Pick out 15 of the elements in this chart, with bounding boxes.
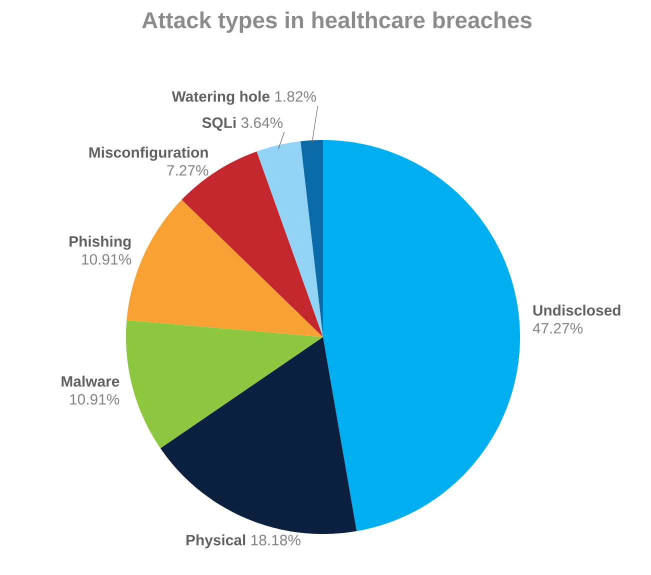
slice-label: Phishing [70, 236, 131, 250]
slice-label: Misconfiguration [89, 146, 208, 161]
data-label: 7.27% [167, 165, 208, 176]
data-label: 3.64% [241, 117, 283, 128]
slice-label: Undisclosed [533, 304, 620, 316]
chart-title: Attack types in healthcare breaches [142, 12, 532, 33]
slice-label: SQLi [202, 117, 236, 131]
data-label: 47.27% [532, 322, 583, 334]
data-label: 10.91% [70, 394, 120, 405]
data-label: 1.82% [275, 91, 316, 102]
slice-label: Malware [62, 376, 120, 387]
data-label: 10.91% [82, 254, 132, 265]
slice-label: Physical [186, 534, 246, 548]
data-label: 18.18% [251, 534, 300, 546]
slice-label: Watering hole [172, 90, 270, 105]
